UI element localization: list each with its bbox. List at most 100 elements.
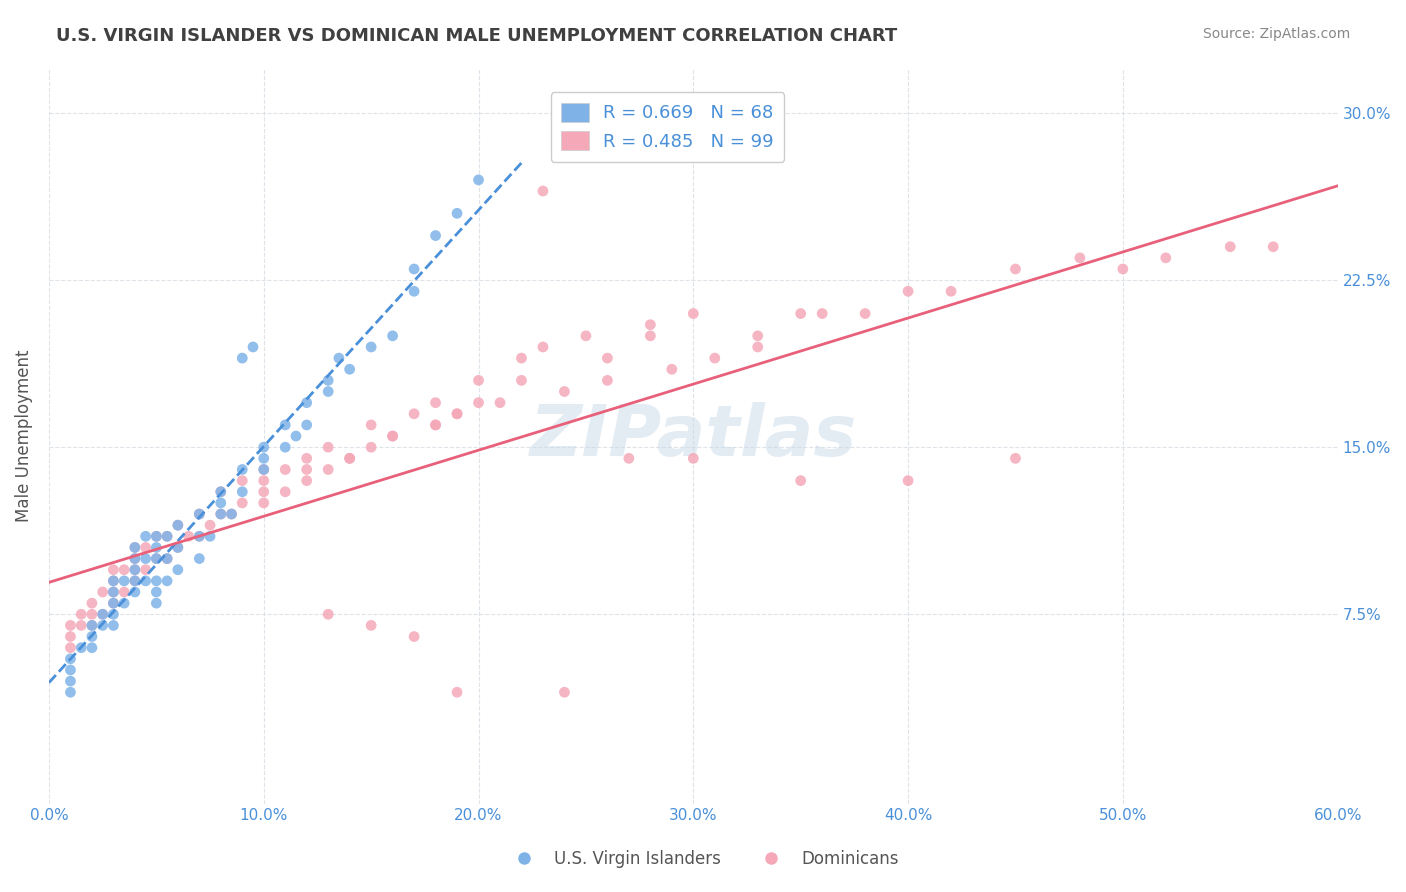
Point: [188, 551, 211, 566]
Point: [253, 484, 276, 499]
Point: [682, 307, 704, 321]
Point: [360, 440, 382, 454]
Point: [80, 640, 103, 655]
Point: [242, 340, 264, 354]
Point: [467, 395, 489, 409]
Point: [59, 640, 82, 655]
Point: [135, 541, 157, 555]
Point: [425, 395, 447, 409]
Point: [316, 384, 339, 399]
Point: [253, 440, 276, 454]
Point: [316, 462, 339, 476]
Point: [640, 328, 662, 343]
Point: [91, 607, 114, 622]
Point: [231, 462, 253, 476]
Point: [1219, 240, 1241, 254]
Point: [747, 340, 769, 354]
Point: [1069, 251, 1091, 265]
Point: [328, 351, 350, 365]
Point: [209, 507, 232, 521]
Point: [231, 496, 253, 510]
Text: Source: ZipAtlas.com: Source: ZipAtlas.com: [1202, 27, 1350, 41]
Point: [295, 462, 318, 476]
Point: [404, 630, 426, 644]
Point: [188, 507, 211, 521]
Point: [166, 563, 188, 577]
Point: [209, 484, 232, 499]
Point: [80, 607, 103, 622]
Point: [531, 184, 554, 198]
Point: [316, 607, 339, 622]
Point: [145, 551, 167, 566]
Point: [91, 585, 114, 599]
Point: [80, 596, 103, 610]
Point: [381, 429, 404, 443]
Point: [188, 507, 211, 521]
Point: [661, 362, 683, 376]
Point: [553, 384, 575, 399]
Point: [209, 496, 232, 510]
Point: [198, 529, 221, 543]
Point: [70, 607, 93, 622]
Point: [575, 328, 598, 343]
Point: [295, 417, 318, 432]
Point: [166, 541, 188, 555]
Point: [166, 518, 188, 533]
Point: [124, 563, 146, 577]
Point: [156, 529, 179, 543]
Point: [446, 685, 468, 699]
Point: [70, 640, 93, 655]
Point: [360, 340, 382, 354]
Point: [103, 596, 125, 610]
Point: [135, 529, 157, 543]
Point: [91, 618, 114, 632]
Point: [59, 630, 82, 644]
Point: [135, 574, 157, 588]
Point: [596, 373, 619, 387]
Point: [425, 417, 447, 432]
Point: [103, 596, 125, 610]
Point: [209, 507, 232, 521]
Point: [80, 618, 103, 632]
Point: [156, 574, 179, 588]
Point: [1154, 251, 1177, 265]
Y-axis label: Male Unemployment: Male Unemployment: [15, 350, 32, 523]
Point: [510, 351, 533, 365]
Point: [135, 563, 157, 577]
Point: [274, 417, 297, 432]
Point: [188, 529, 211, 543]
Point: [404, 262, 426, 277]
Point: [124, 574, 146, 588]
Point: [145, 574, 167, 588]
Point: [682, 451, 704, 466]
Point: [274, 484, 297, 499]
Point: [124, 551, 146, 566]
Point: [166, 518, 188, 533]
Point: [80, 618, 103, 632]
Point: [156, 551, 179, 566]
Point: [404, 285, 426, 299]
Point: [253, 496, 276, 510]
Point: [70, 618, 93, 632]
Point: [425, 228, 447, 243]
Point: [274, 440, 297, 454]
Point: [253, 474, 276, 488]
Point: [135, 551, 157, 566]
Point: [617, 451, 640, 466]
Point: [59, 618, 82, 632]
Point: [1112, 262, 1135, 277]
Point: [124, 541, 146, 555]
Point: [939, 285, 962, 299]
Point: [404, 407, 426, 421]
Point: [510, 373, 533, 387]
Point: [124, 541, 146, 555]
Point: [360, 618, 382, 632]
Point: [531, 340, 554, 354]
Point: [747, 328, 769, 343]
Point: [446, 206, 468, 220]
Point: [446, 407, 468, 421]
Point: [145, 551, 167, 566]
Point: [91, 607, 114, 622]
Point: [59, 674, 82, 689]
Point: [253, 462, 276, 476]
